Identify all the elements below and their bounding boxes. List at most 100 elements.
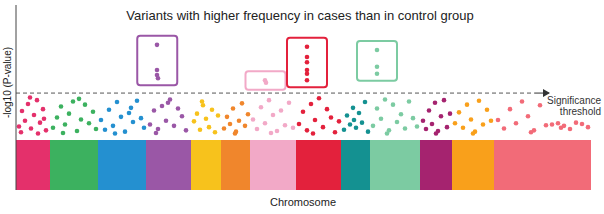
variant-point [29, 126, 34, 131]
variant-point [477, 98, 482, 103]
variant-point [439, 114, 444, 119]
chromosome-band [370, 140, 420, 190]
chromosome-band [452, 140, 494, 190]
variant-point [155, 68, 160, 73]
variant-point [36, 131, 41, 136]
variant-point [123, 129, 128, 134]
page: {"chart_data": { "type": "scatter", "tit… [0, 0, 604, 214]
variant-point [91, 109, 96, 114]
variant-point [586, 125, 591, 130]
variant-point [271, 113, 276, 118]
variant-point [35, 98, 40, 103]
variant-point [407, 99, 412, 104]
variant-point [94, 127, 99, 132]
highlight-box [357, 41, 397, 81]
variant-point [375, 48, 380, 53]
variant-point [135, 98, 140, 103]
variant-point [442, 98, 447, 103]
variant-point [251, 117, 256, 122]
variant-point [434, 131, 439, 136]
variant-point [580, 122, 585, 127]
variant-point [240, 101, 245, 106]
variant-point [198, 127, 203, 132]
variant-point [87, 121, 92, 126]
variant-point [51, 125, 56, 130]
variant-point [461, 125, 466, 130]
chromosome-band [250, 140, 296, 190]
variant-point [574, 120, 579, 125]
variant-point [210, 107, 215, 112]
variant-point [305, 71, 310, 76]
variant-point [155, 43, 160, 48]
variant-point [385, 131, 390, 136]
chart: Variants with higher frequency in cases … [0, 0, 604, 214]
variant-point [275, 129, 280, 134]
variant-point [502, 126, 507, 131]
variant-point [287, 100, 292, 105]
variant-point [550, 122, 555, 127]
variant-point [228, 122, 233, 127]
variant-point [360, 120, 365, 125]
variant-point [379, 116, 384, 121]
variant-point [139, 116, 144, 121]
variant-point [32, 113, 37, 118]
points [17, 43, 591, 136]
variant-point [176, 106, 181, 111]
variant-point [195, 111, 200, 116]
variant-point [63, 122, 68, 127]
variant-point [75, 129, 80, 134]
variant-point [213, 130, 218, 135]
variant-point [568, 127, 573, 132]
variant-point [259, 105, 264, 110]
variant-point [448, 111, 453, 116]
chromosome-band [296, 140, 341, 190]
variant-point [348, 122, 353, 127]
variant-point [225, 115, 230, 120]
highlight-box [137, 36, 177, 85]
threshold-arrow [535, 93, 549, 94]
variant-point [351, 106, 356, 111]
variant-point [107, 107, 112, 112]
variant-point [172, 124, 177, 129]
variant-point [142, 125, 147, 130]
variant-point [469, 117, 474, 122]
variant-point [313, 118, 318, 123]
variant-point [430, 122, 435, 127]
variant-point [544, 123, 549, 128]
variant-point [305, 60, 310, 65]
variant-point [264, 80, 269, 85]
variant-point [243, 124, 248, 129]
variant-point [184, 128, 189, 133]
variant-point [291, 125, 296, 130]
variant-point [19, 130, 24, 135]
variant-point [216, 113, 221, 118]
variant-point [127, 111, 132, 116]
variant-point [166, 100, 171, 105]
chromosome-band [191, 140, 221, 190]
variant-point [297, 122, 302, 127]
variant-point [283, 123, 288, 128]
variant-point [99, 118, 104, 123]
variant-point [152, 108, 157, 113]
variant-point [489, 118, 494, 123]
variant-point [309, 102, 314, 107]
variant-point [562, 124, 567, 129]
variant-point [445, 125, 450, 130]
variant-point [305, 55, 310, 60]
variant-point [329, 115, 334, 120]
variant-point [342, 127, 347, 132]
variant-point [333, 130, 338, 135]
variant-point [354, 125, 359, 130]
variant-point [255, 127, 260, 132]
variant-point [457, 110, 462, 115]
variant-point [207, 125, 212, 130]
variant-point [321, 125, 326, 130]
variant-point [508, 107, 513, 112]
chromosome-band [494, 140, 591, 190]
chromosome-band [16, 140, 50, 190]
variant-point [192, 119, 197, 124]
chromosome-band [98, 140, 146, 190]
y-axis [16, 5, 17, 190]
y-axis-label: -log10 (P-value) [2, 47, 13, 118]
variant-point [28, 95, 33, 100]
